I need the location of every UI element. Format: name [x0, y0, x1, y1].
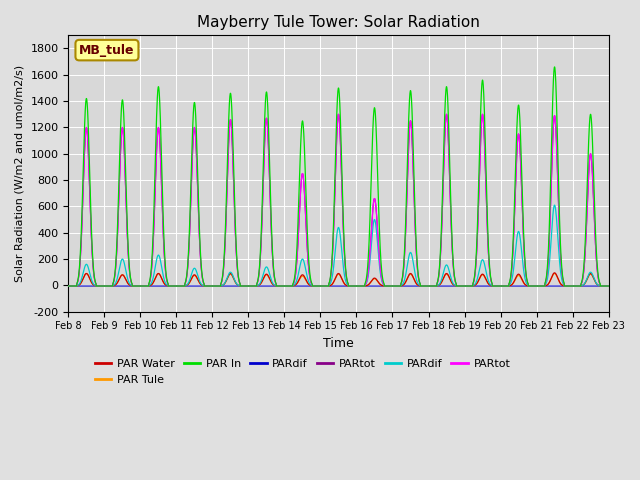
Title: Mayberry Tule Tower: Solar Radiation: Mayberry Tule Tower: Solar Radiation	[197, 15, 480, 30]
Text: MB_tule: MB_tule	[79, 44, 134, 57]
Y-axis label: Solar Radiation (W/m2 and umol/m2/s): Solar Radiation (W/m2 and umol/m2/s)	[15, 65, 25, 282]
X-axis label: Time: Time	[323, 337, 354, 350]
Legend: PAR Water, PAR Tule, PAR In, PARdif, PARtot, PARdif, PARtot: PAR Water, PAR Tule, PAR In, PARdif, PAR…	[90, 355, 515, 389]
